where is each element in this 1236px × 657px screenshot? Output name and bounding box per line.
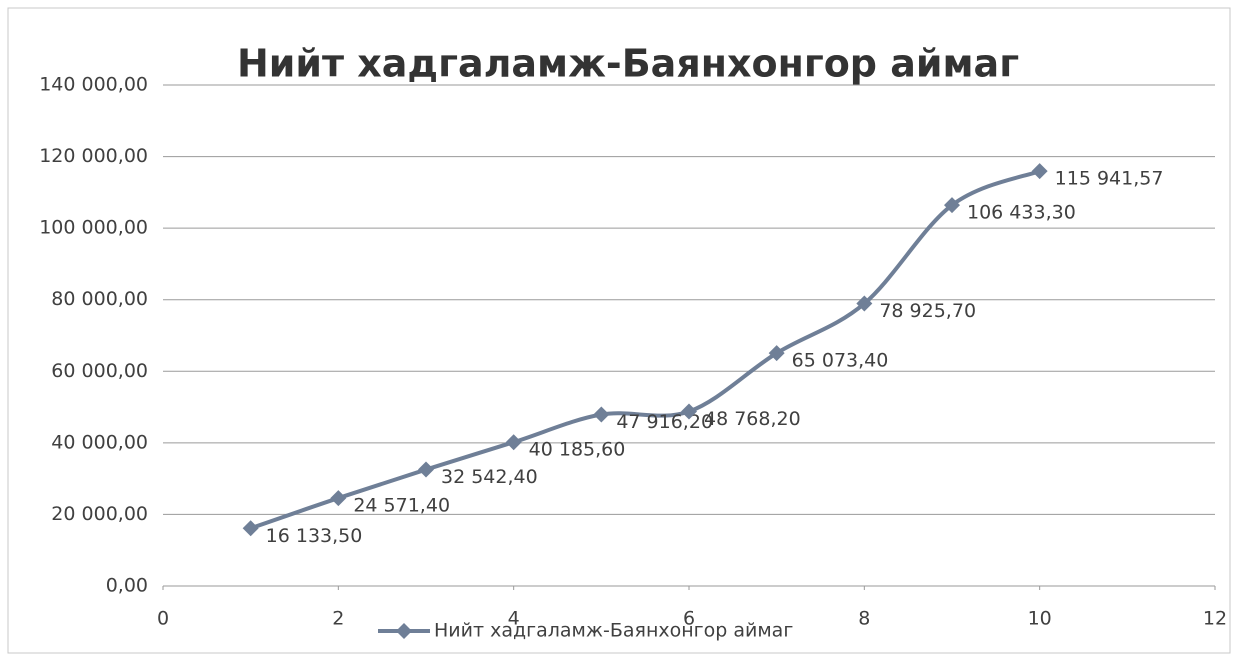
x-tick-label: 8 — [858, 608, 870, 630]
x-tick-label: 0 — [157, 608, 169, 630]
point-marker — [330, 490, 347, 507]
legend-label: Нийт хадгаламж-Баянхонгор аймаг — [434, 620, 793, 642]
x-tick-label: 6 — [683, 608, 695, 630]
y-tick-label: 40 000,00 — [51, 431, 148, 453]
y-tick-label: 80 000,00 — [51, 288, 148, 310]
x-tick-label: 4 — [508, 608, 520, 630]
data-label: 115 941,57 — [1055, 168, 1164, 190]
y-tick-label: 140 000,00 — [39, 74, 148, 96]
y-tick-label: 60 000,00 — [51, 360, 148, 382]
x-tick-label: 10 — [1028, 608, 1052, 630]
point-marker — [505, 434, 522, 451]
y-tick-label: 120 000,00 — [39, 145, 148, 167]
legend-marker — [396, 623, 412, 639]
chart-border — [7, 7, 1231, 654]
x-tick-label: 2 — [332, 608, 344, 630]
y-tick-label: 100 000,00 — [39, 217, 148, 239]
data-label: 40 185,60 — [529, 439, 626, 461]
data-label: 47 916,20 — [616, 411, 713, 433]
data-label: 48 768,20 — [704, 408, 801, 430]
x-tick-label: 12 — [1203, 608, 1227, 630]
point-marker — [944, 197, 960, 214]
point-marker — [1031, 163, 1048, 180]
data-label: 65 073,40 — [792, 350, 889, 372]
data-label: 16 133,50 — [266, 525, 363, 547]
data-label: 24 571,40 — [353, 495, 450, 517]
series-line — [250, 169, 1041, 531]
data-label: 78 925,70 — [879, 300, 976, 322]
chart-title: Нийт хадгаламж-Баянхонгор аймаг — [237, 42, 1019, 86]
point-marker — [418, 461, 434, 478]
point-marker — [593, 406, 610, 423]
y-tick-label: 0,00 — [106, 575, 148, 597]
point-marker — [242, 520, 259, 537]
data-label: 32 542,40 — [441, 466, 538, 488]
point-marker — [768, 345, 785, 362]
y-tick-label: 20 000,00 — [51, 503, 148, 525]
point-marker — [681, 403, 697, 420]
point-marker — [856, 295, 873, 312]
data-label: 106 433,30 — [967, 202, 1076, 224]
